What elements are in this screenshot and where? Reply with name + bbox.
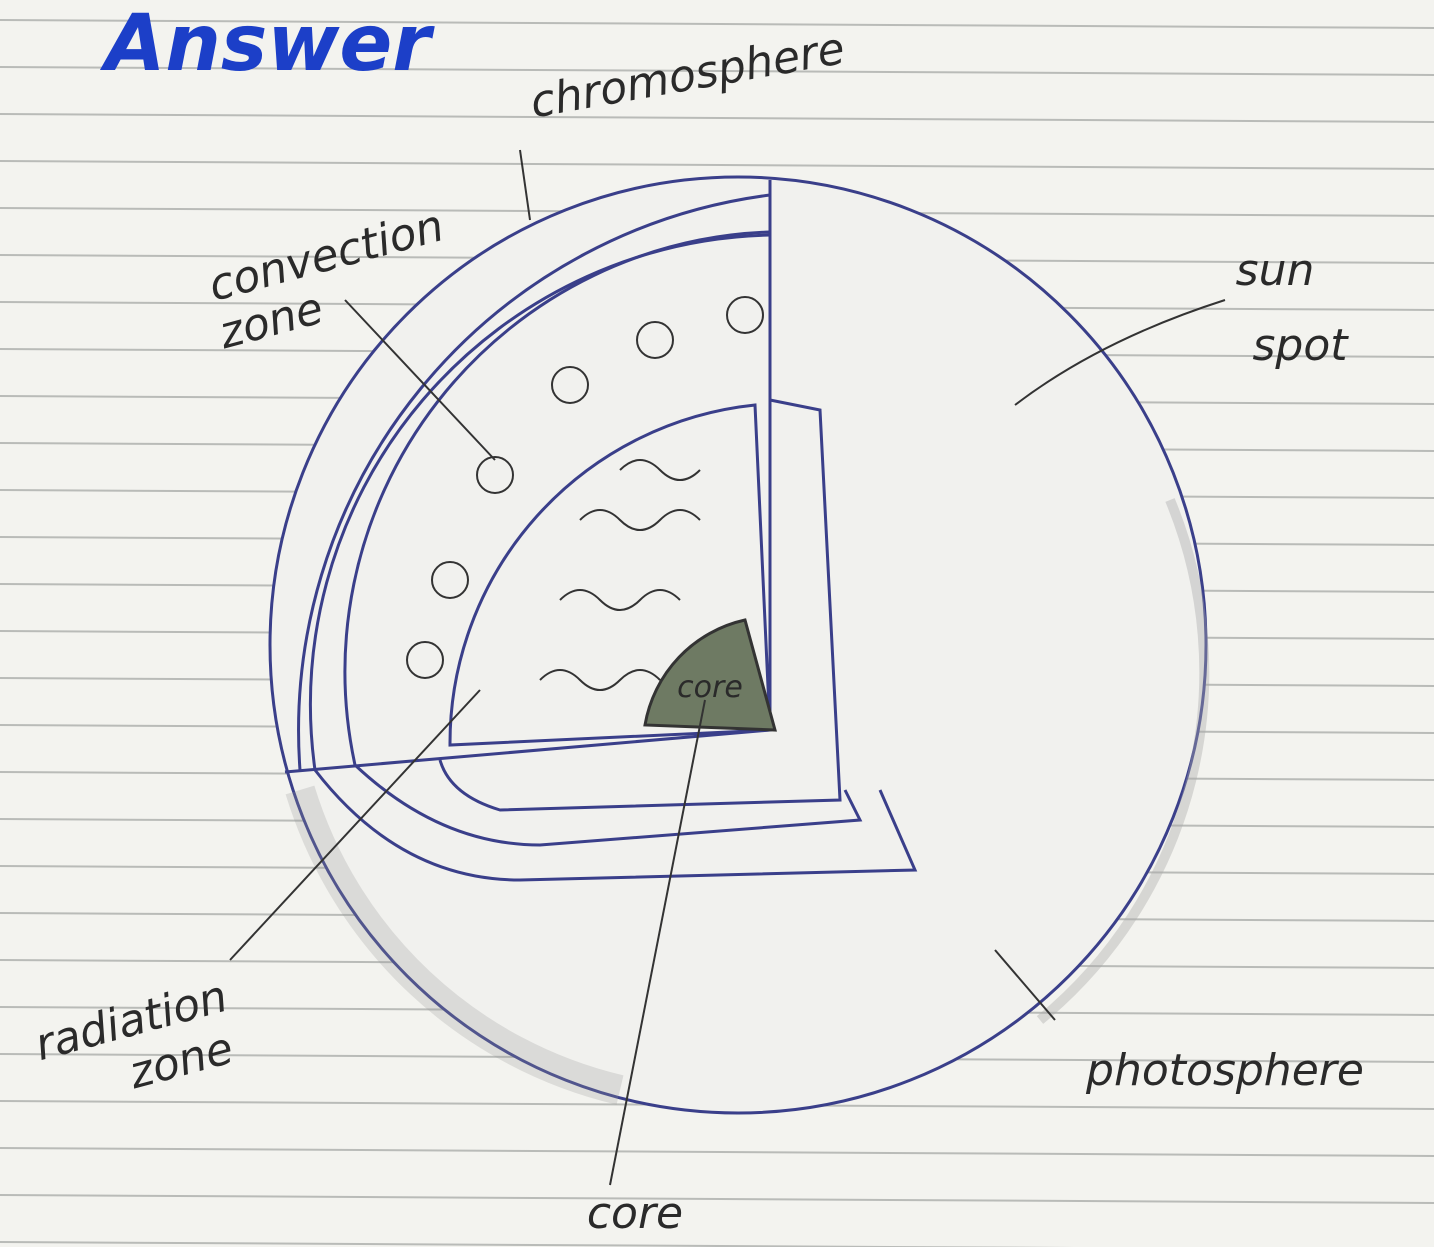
label: spot: [1252, 320, 1349, 371]
ruled-line: [0, 1195, 1434, 1203]
label: sun: [1236, 245, 1315, 296]
label: convection: [203, 200, 449, 312]
core-inner-label: core: [677, 670, 743, 705]
label: core: [587, 1188, 683, 1239]
sun-diagram: [270, 177, 1206, 1113]
ruled-line: [0, 1242, 1434, 1247]
label: photosphere: [1085, 1045, 1364, 1096]
ruled-line: [0, 161, 1434, 169]
page: Answer chromosphere convection zone sun …: [0, 0, 1434, 1247]
ruled-line: [0, 1148, 1434, 1156]
title: Answer: [99, 0, 435, 89]
label: chromosphere: [527, 23, 849, 128]
ruled-line: [0, 114, 1434, 122]
